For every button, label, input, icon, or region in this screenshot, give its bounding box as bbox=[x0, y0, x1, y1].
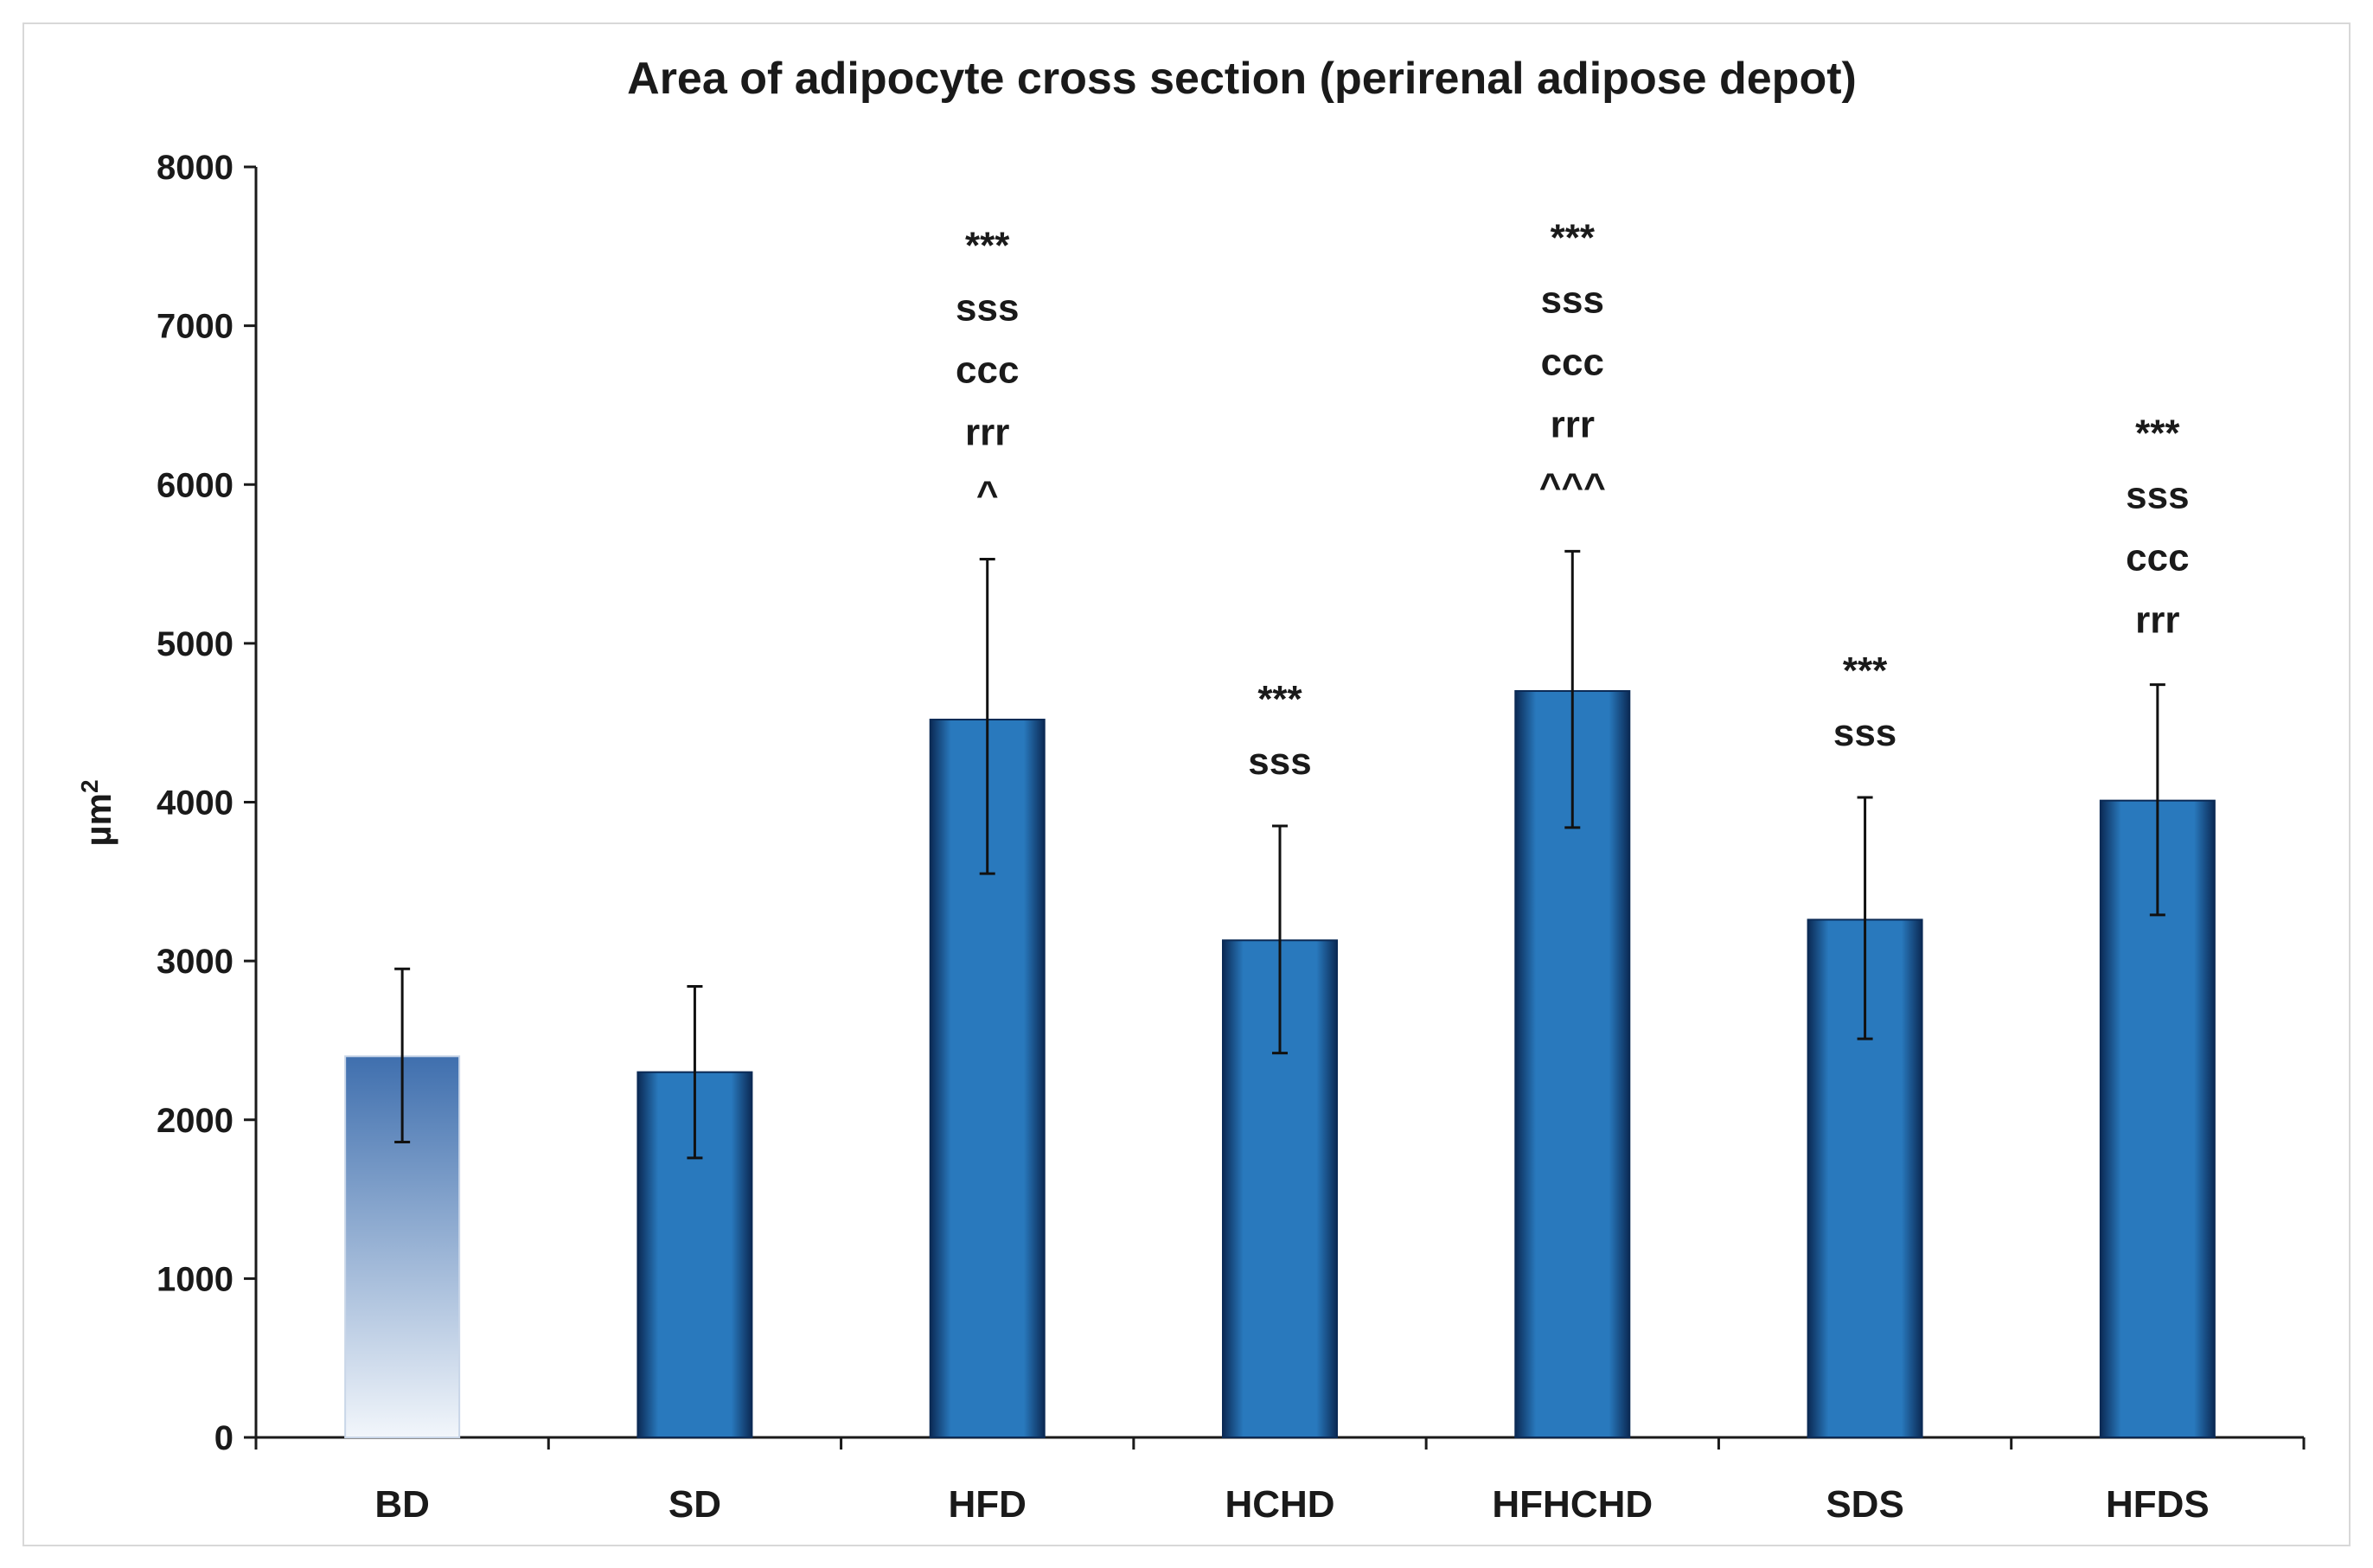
significance-mark: rrr bbox=[965, 412, 1009, 454]
y-axis-label-unit: µm bbox=[78, 793, 118, 847]
significance-mark: *** bbox=[1551, 216, 1596, 259]
chart-title: Area of adipocyte cross section (periren… bbox=[627, 54, 1857, 104]
y-tick-label: 8000 bbox=[157, 149, 233, 187]
y-axis-label: µm2 bbox=[76, 779, 119, 846]
significance-annotations: *** sss ccc rrr ^ *** sss *** sss ccc rrr ^^^ *** sss… bbox=[956, 216, 2190, 783]
y-tick-label: 5000 bbox=[157, 625, 233, 663]
error-bar-hfds bbox=[2149, 683, 2165, 917]
significance-mark: *** bbox=[1257, 678, 1302, 720]
x-tick-label: BD bbox=[374, 1483, 430, 1526]
y-tick-label: 4000 bbox=[157, 784, 233, 822]
y-tick-label: 7000 bbox=[157, 308, 233, 346]
significance-mark: rrr bbox=[2135, 599, 2179, 642]
bar-chart: Area of adipocyte cross section (periren… bbox=[76, 54, 2306, 1526]
significance-mark: ^^^ bbox=[1539, 465, 1606, 508]
significance-mark: sss bbox=[1833, 712, 1896, 754]
x-tick-label: HFDS bbox=[2106, 1483, 2210, 1526]
error-bar-bd bbox=[394, 967, 411, 1143]
bars bbox=[344, 689, 2216, 1439]
error-bar-sds bbox=[1857, 796, 1873, 1040]
significance-mark: sss bbox=[2126, 475, 2189, 517]
significance-mark: sss bbox=[956, 287, 1019, 330]
significance-mark: rrr bbox=[1551, 403, 1595, 445]
x-axis: BD SD HFD HCHD HFHCHD SDS HFDS bbox=[254, 1436, 2306, 1526]
significance-mark: *** bbox=[965, 225, 1010, 267]
error-bar-hfd bbox=[979, 558, 995, 875]
y-tick-label: 0 bbox=[214, 1419, 233, 1457]
y-axis: 0 1000 2000 3000 4000 5000 6000 7000 8000 bbox=[157, 149, 258, 1457]
significance-mark: ccc bbox=[956, 349, 1019, 392]
significance-mark: ccc bbox=[1541, 341, 1604, 383]
y-tick-label: 1000 bbox=[157, 1260, 233, 1298]
y-tick-label: 3000 bbox=[157, 943, 233, 981]
significance-mark: *** bbox=[2135, 413, 2180, 455]
error-bar-hchd bbox=[1272, 824, 1288, 1055]
significance-mark: *** bbox=[1843, 650, 1888, 692]
y-tick-label: 6000 bbox=[157, 466, 233, 504]
error-bars bbox=[394, 549, 2165, 1160]
x-tick-label: HFD bbox=[948, 1483, 1026, 1526]
y-axis-label-exponent: 2 bbox=[76, 779, 103, 793]
error-bar-sd bbox=[687, 985, 703, 1160]
x-tick-label: SD bbox=[668, 1483, 721, 1526]
x-tick-label: HFHCHD bbox=[1492, 1483, 1653, 1526]
significance-mark: sss bbox=[1541, 278, 1604, 321]
significance-mark: ccc bbox=[2126, 537, 2189, 579]
significance-mark: ^ bbox=[976, 474, 999, 516]
x-tick-label: HCHD bbox=[1225, 1483, 1334, 1526]
significance-mark: sss bbox=[1248, 740, 1311, 783]
x-tick-label: SDS bbox=[1826, 1483, 1903, 1526]
error-bar-hfhchd bbox=[1564, 549, 1581, 829]
y-tick-label: 2000 bbox=[157, 1102, 233, 1140]
chart-frame: Area of adipocyte cross section (periren… bbox=[22, 22, 2351, 1546]
